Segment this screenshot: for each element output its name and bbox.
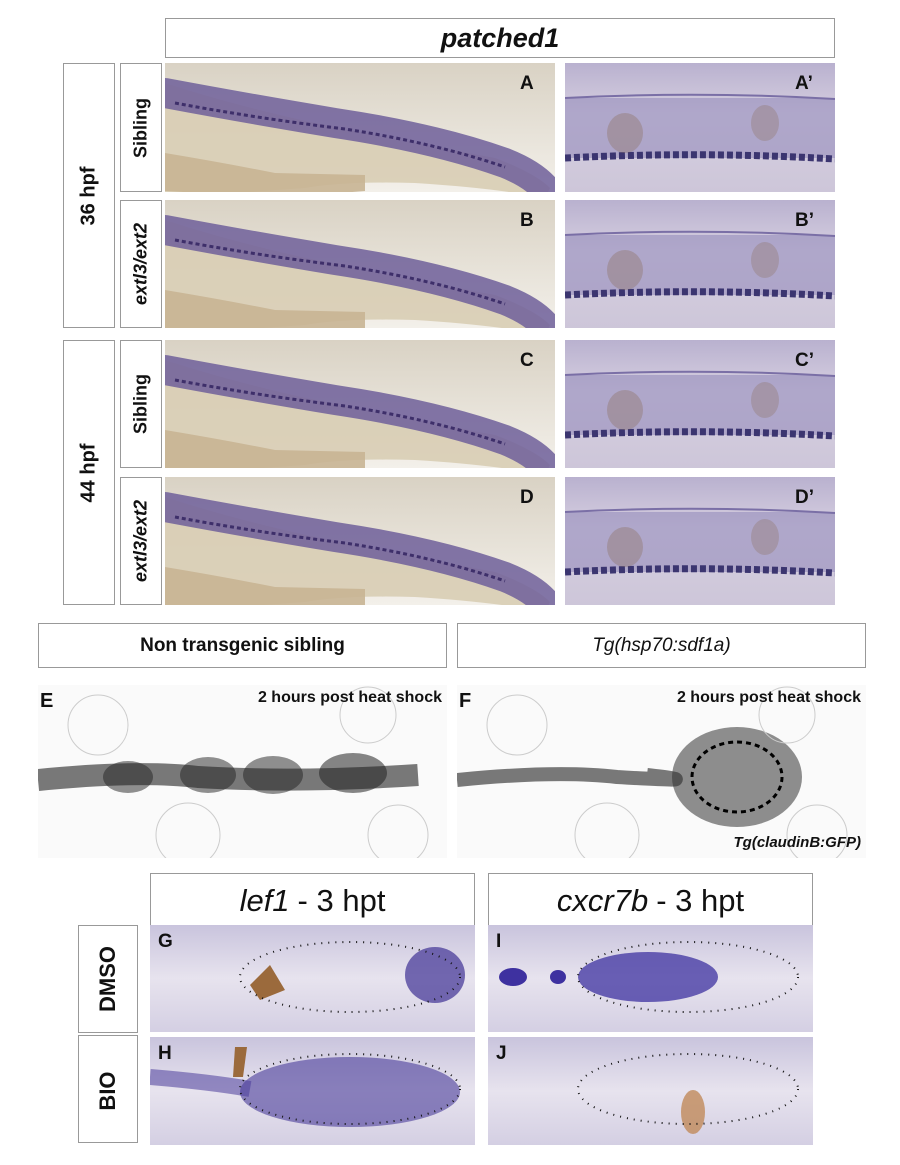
image-content xyxy=(457,686,848,858)
panel-letter: F xyxy=(459,690,472,712)
row-label: extl3/ext2 xyxy=(130,222,151,306)
image-content xyxy=(165,215,555,328)
panel-letter: I xyxy=(496,931,502,952)
image-content xyxy=(239,941,465,1013)
gene-suffix: - 3 hpt xyxy=(297,882,386,918)
panel-letter: B xyxy=(520,210,534,231)
gene-header: lef1- 3 hpt xyxy=(150,873,475,928)
row-label: 36 hpf xyxy=(77,166,100,225)
row-box xyxy=(120,63,162,192)
gene-suffix: - 3 hpt xyxy=(656,882,745,918)
time-box xyxy=(63,340,115,605)
panel-letter: C’ xyxy=(795,350,814,371)
row-box xyxy=(120,477,162,605)
panel-letter: H xyxy=(158,1043,172,1064)
panel-letter: D xyxy=(520,487,534,508)
embryo-image xyxy=(165,340,555,468)
ish-image xyxy=(150,925,475,1032)
title: patched1 xyxy=(440,22,560,53)
zoom-image xyxy=(565,477,835,605)
row-label: BIO xyxy=(95,1071,120,1111)
column-header: Non transgenic sibling xyxy=(38,623,447,668)
image-content xyxy=(165,492,555,605)
image-content xyxy=(565,93,835,163)
ish-image xyxy=(488,1037,813,1145)
image-content xyxy=(165,355,555,468)
panel-letter: C xyxy=(520,350,534,371)
time-box xyxy=(63,63,115,328)
image-content xyxy=(565,230,835,300)
column-header-text: Tg(hsp70:sdf1a) xyxy=(592,634,731,656)
treatment-box xyxy=(78,925,138,1033)
embryo-image xyxy=(165,200,555,328)
panel-footnote: Tg(claudinB:GFP) xyxy=(733,834,862,851)
embryo-image xyxy=(165,477,555,605)
image-content xyxy=(577,1053,799,1134)
row-label: Sibling xyxy=(130,374,151,434)
row-box xyxy=(120,200,162,328)
title-box: patched1 xyxy=(165,18,835,58)
panel-letter: E xyxy=(40,690,54,712)
panel-letter: J xyxy=(496,1043,507,1064)
gene-name: cxcr7b xyxy=(556,882,649,918)
panel-letter: D’ xyxy=(795,487,814,508)
zoom-image xyxy=(565,340,835,468)
cell-image xyxy=(38,685,447,858)
image-content xyxy=(150,1047,461,1127)
image-content xyxy=(38,686,429,858)
gene-name: lef1 xyxy=(239,882,290,918)
image-content xyxy=(565,507,835,577)
row-label: extl3/ext2 xyxy=(130,499,151,583)
embryo-image xyxy=(165,63,555,192)
panel-letter: A’ xyxy=(795,73,813,94)
treatment-box xyxy=(78,1035,138,1143)
ish-image xyxy=(488,925,813,1032)
column-header: Tg(hsp70:sdf1a) xyxy=(457,623,866,668)
zoom-image xyxy=(565,200,835,328)
panel-note: 2 hours post heat shock xyxy=(257,689,442,706)
image-content xyxy=(499,941,799,1013)
panel-letter: B’ xyxy=(795,210,814,231)
panel-note: 2 hours post heat shock xyxy=(676,689,861,706)
gene-header: cxcr7b - 3 hpt xyxy=(488,873,813,928)
ish-image xyxy=(150,1037,475,1145)
cell-image xyxy=(457,685,866,858)
image-content xyxy=(565,370,835,440)
row-label: Sibling xyxy=(130,97,151,158)
panel-letter: A xyxy=(520,73,534,94)
column-header-text: Non transgenic sibling xyxy=(140,634,345,656)
panel-letter: G xyxy=(158,931,173,952)
row-label: DMSO xyxy=(95,945,120,1012)
zoom-image xyxy=(565,63,835,192)
row-box xyxy=(120,340,162,468)
row-label: 44 hpf xyxy=(77,443,100,502)
image-content xyxy=(165,78,555,192)
